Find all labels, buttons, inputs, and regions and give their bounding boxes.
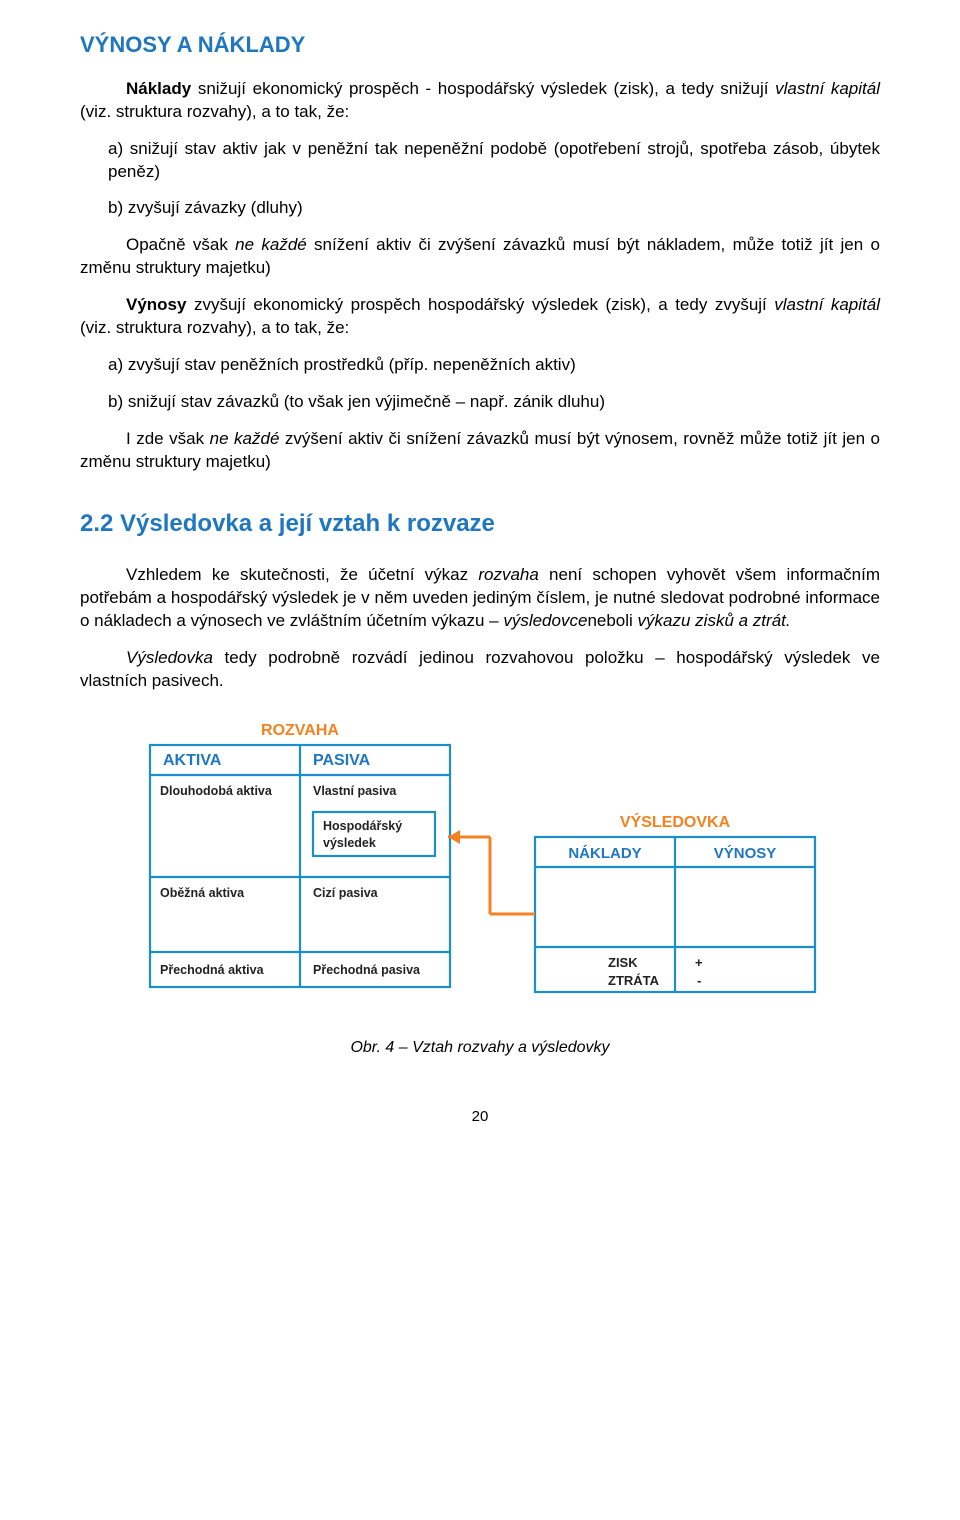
paragraph-vysledovka-1: Vzhledem ke skutečnosti, že účetní výkaz… xyxy=(80,564,880,633)
text: (viz. struktura rozvahy), a to tak, že: xyxy=(80,318,349,337)
text: (viz. struktura rozvahy), a to tak, že: xyxy=(80,102,349,121)
list-item: zvyšují závazky (dluhy) xyxy=(108,197,880,220)
text-italic: rozvaha xyxy=(478,565,538,584)
text-italic: výkazu zisků a ztrát. xyxy=(638,611,791,630)
list-a-1: snižují stav aktiv jak v peněžní tak nep… xyxy=(80,138,880,184)
text-italic: vlastní kapitál xyxy=(774,295,880,314)
figure-caption: Obr. 4 – Vztah rozvahy a výsledovky xyxy=(350,1037,609,1059)
cell-vlastni: Vlastní pasiva xyxy=(313,784,397,798)
cell-prechodna-a: Přechodná aktiva xyxy=(160,963,265,977)
hosp-vysledek-2: výsledek xyxy=(323,836,376,850)
text: snižují ekonomický prospěch - hospodářsk… xyxy=(191,79,775,98)
list-item: snižují stav aktiv jak v peněžní tak nep… xyxy=(108,138,880,184)
paragraph-vysledovka-2: Výsledovka tedy podrobně rozvádí jedinou… xyxy=(80,647,880,693)
text-italic: výsledovce xyxy=(503,611,587,630)
cell-cizi: Cizí pasiva xyxy=(313,886,379,900)
zisk-plus: + xyxy=(695,955,703,970)
figure: ROZVAHA AKTIVA PASIVA Dlouhodobá aktiva … xyxy=(80,717,880,1059)
text: Opačně však xyxy=(126,235,235,254)
text-italic: vlastní kapitál xyxy=(775,79,880,98)
paragraph-vynosy-note: I zde však ne každé zvýšení aktiv či sní… xyxy=(80,428,880,474)
text: I zde však xyxy=(126,429,210,448)
text: neboli xyxy=(587,611,637,630)
rozvaha-title: ROZVAHA xyxy=(261,722,339,739)
cell-obezna: Oběžná aktiva xyxy=(160,886,245,900)
paragraph-naklady-intro: Náklady snižují ekonomický prospěch - ho… xyxy=(80,78,880,124)
cell-dlouhodoba: Dlouhodobá aktiva xyxy=(160,784,273,798)
ztrata-label: ZTRÁTA xyxy=(608,973,660,988)
text-italic: ne každé xyxy=(210,429,280,448)
vynosy-lead: Výnosy xyxy=(126,295,186,314)
vysledovka-title: VÝSLEDOVKA xyxy=(620,812,731,831)
page-title: VÝNOSY A NÁKLADY xyxy=(80,30,880,60)
ztrata-minus: - xyxy=(697,973,701,988)
text-italic: Výsledovka xyxy=(126,648,213,667)
naklady-header: NÁKLADY xyxy=(568,845,641,862)
text: Vzhledem ke skutečnosti, že účetní výkaz xyxy=(126,565,478,584)
pasiva-header: PASIVA xyxy=(313,752,371,769)
vynosy-header: VÝNOSY xyxy=(714,844,777,862)
list-b-2: snižují stav závazků (to však jen výjime… xyxy=(80,391,880,414)
aktiva-header: AKTIVA xyxy=(163,752,222,769)
zisk-label: ZISK xyxy=(608,955,638,970)
paragraph-naklady-note: Opačně však ne každé snížení aktiv či zv… xyxy=(80,234,880,280)
rozvaha-vysledovka-diagram: ROZVAHA AKTIVA PASIVA Dlouhodobá aktiva … xyxy=(130,717,830,1017)
text-italic: ne každé xyxy=(235,235,307,254)
naklady-lead: Náklady xyxy=(126,79,191,98)
page-number: 20 xyxy=(80,1107,880,1127)
paragraph-vynosy-intro: Výnosy zvyšují ekonomický prospěch hospo… xyxy=(80,294,880,340)
list-a-2: zvyšují stav peněžních prostředků (příp.… xyxy=(80,354,880,377)
text: zvyšují ekonomický prospěch hospodářský … xyxy=(186,295,774,314)
cell-prechodna-p: Přechodná pasiva xyxy=(313,963,421,977)
list-b-1: zvyšují závazky (dluhy) xyxy=(80,197,880,220)
list-item: snižují stav závazků (to však jen výjime… xyxy=(108,391,880,414)
section-heading: 2.2 Výsledovka a její vztah k rozvaze xyxy=(80,508,880,540)
hosp-vysledek-1: Hospodářský xyxy=(323,819,402,833)
list-item: zvyšují stav peněžních prostředků (příp.… xyxy=(108,354,880,377)
